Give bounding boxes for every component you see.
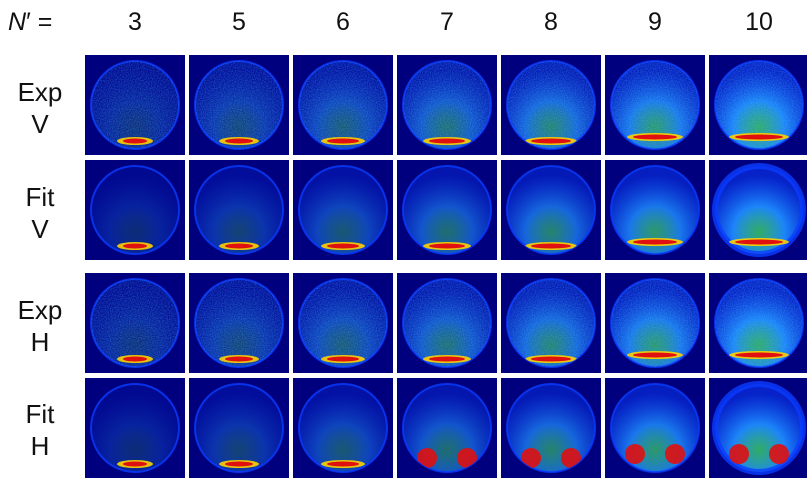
panel-image (90, 60, 180, 150)
column-label-8: 8 (544, 8, 558, 36)
panel-image (610, 383, 700, 473)
panel-exp-h-n8 (501, 273, 601, 373)
panel-exp-v-n7 (397, 55, 497, 155)
panel-fit-h-n7 (397, 378, 497, 478)
panel-fit-v-n7 (397, 160, 497, 260)
panel-image (402, 165, 492, 255)
n-prime-label: N′ = (8, 8, 52, 37)
panel-image (194, 383, 284, 473)
panel-fit-v-n9 (605, 160, 705, 260)
panel-exp-v-n6 (293, 55, 393, 155)
panel-exp-v-n5 (189, 55, 289, 155)
panel-fit-h-n9 (605, 378, 705, 478)
row-label-fit-v: Fit V (0, 181, 80, 245)
panel-image (506, 278, 596, 368)
panel-exp-v-n3 (85, 55, 185, 155)
column-label-5: 5 (232, 8, 246, 36)
panel-fit-h-n3 (85, 378, 185, 478)
panel-fit-h-n10 (709, 378, 807, 478)
panel-image (194, 278, 284, 368)
panel-image (90, 383, 180, 473)
panel-image (610, 165, 700, 255)
row-label-line1: Fit (25, 182, 55, 212)
row-label-line1: Exp (17, 77, 63, 107)
panel-image (402, 60, 492, 150)
column-label-3: 3 (128, 8, 142, 36)
panel-image (506, 383, 596, 473)
row-label-line2: V (31, 214, 49, 244)
panel-fit-h-n5 (189, 378, 289, 478)
panel-image (298, 383, 388, 473)
panel-exp-h-n6 (293, 273, 393, 373)
row-label-fit-h: Fit H (0, 398, 80, 462)
panel-image (402, 278, 492, 368)
panel-exp-h-n3 (85, 273, 185, 373)
panel-image (90, 278, 180, 368)
column-label-7: 7 (440, 8, 454, 36)
panel-image (194, 165, 284, 255)
panel-fit-v-n3 (85, 160, 185, 260)
panel-image (610, 60, 700, 150)
panel-image (298, 278, 388, 368)
column-label-10: 10 (745, 8, 773, 36)
panel-image (712, 163, 806, 257)
panel-exp-h-n7 (397, 273, 497, 373)
row-label-exp-h: Exp H (0, 294, 80, 358)
panel-image (298, 60, 388, 150)
panel-exp-h-n9 (605, 273, 705, 373)
n-symbol: N (8, 8, 27, 36)
panel-exp-v-n9 (605, 55, 705, 155)
panel-fit-h-n6 (293, 378, 393, 478)
panel-fit-v-n10 (709, 160, 807, 260)
column-label-6: 6 (336, 8, 350, 36)
panel-exp-h-n10 (709, 273, 807, 373)
panel-image (402, 383, 492, 473)
column-label-9: 9 (648, 8, 662, 36)
row-label-line1: Exp (17, 295, 63, 325)
panel-image (90, 165, 180, 255)
panel-exp-v-n8 (501, 55, 601, 155)
panel-image (610, 278, 700, 368)
panel-fit-v-n6 (293, 160, 393, 260)
panel-image (712, 381, 806, 475)
panel-image (298, 165, 388, 255)
panel-fit-v-n8 (501, 160, 601, 260)
panel-image (506, 165, 596, 255)
row-label-line2: H (30, 327, 50, 357)
n-suffix: ′ = (26, 8, 53, 36)
panel-fit-h-n8 (501, 378, 601, 478)
panel-image (714, 278, 804, 368)
panel-image (506, 60, 596, 150)
row-label-line2: V (31, 109, 49, 139)
panel-image (714, 60, 804, 150)
row-label-line1: Fit (25, 399, 55, 429)
row-label-line2: H (30, 431, 50, 461)
panel-image (194, 60, 284, 150)
row-label-exp-v: Exp V (0, 76, 80, 140)
panel-exp-h-n5 (189, 273, 289, 373)
panel-fit-v-n5 (189, 160, 289, 260)
panel-exp-v-n10 (709, 55, 807, 155)
